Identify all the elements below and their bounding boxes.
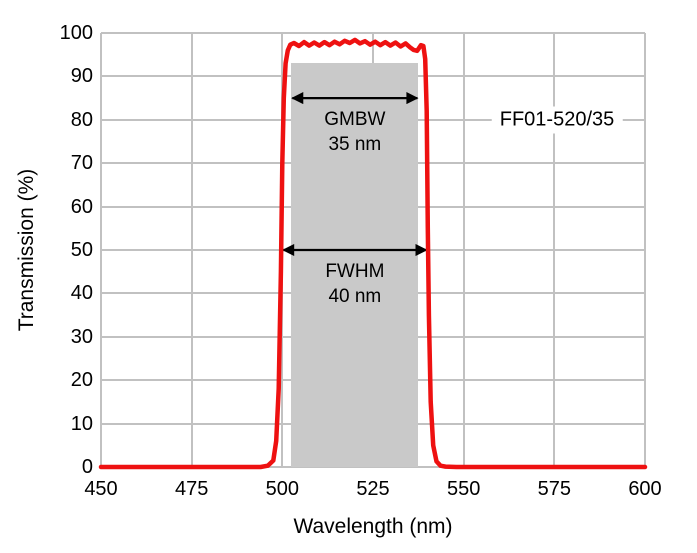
y-axis-tick-label: 100 — [59, 22, 93, 44]
y-axis-tick-label: 40 — [70, 282, 93, 305]
x-axis-tick-label: 550 — [446, 478, 481, 500]
fwhm-annotation: FWHM 40 nm — [325, 259, 384, 309]
x-axis-tick-label: 500 — [265, 478, 300, 500]
filter-model-label: FF01-520/35 — [491, 106, 623, 134]
y-axis-tick-label: 80 — [70, 108, 93, 131]
y-axis-tick-label: 20 — [70, 369, 93, 392]
y-axis-tick-label: 10 — [70, 412, 93, 435]
gridline-horizontal — [101, 32, 645, 34]
x-axis-tick-label: 600 — [628, 478, 662, 500]
gridline-vertical — [644, 33, 646, 467]
y-axis-tick-label: 30 — [70, 325, 93, 348]
x-axis-tick-label: 525 — [356, 478, 390, 500]
plot-area: GMBW 35 nm FWHM 40 nm FF01-520/35 450 475… — [60, 22, 662, 500]
y-axis-tick-label: 0 — [81, 456, 93, 478]
curve-layer — [98, 37, 648, 470]
y-axis-tick-label: 50 — [70, 239, 93, 261]
gridline-horizontal — [101, 466, 645, 468]
y-axis-title: Transmission (%) — [15, 168, 38, 332]
gmbw-annotation: GMBW 35 nm — [324, 107, 385, 157]
x-axis-tick-label: 575 — [537, 478, 572, 500]
x-axis-tick-label: 450 — [84, 478, 118, 500]
fwhm-label: FWHM — [325, 261, 385, 282]
fwhm-value: 40 nm — [328, 286, 382, 307]
x-axis-title: Wavelength (nm) — [293, 515, 453, 538]
gmbw-label: GMBW — [324, 109, 386, 131]
y-axis-tick-label: 70 — [70, 152, 93, 175]
gmbw-value: 35 nm — [328, 134, 382, 156]
x-axis-tick-label: 475 — [174, 478, 209, 500]
transmission-curve — [98, 37, 648, 470]
gmbw-band — [291, 63, 419, 467]
y-axis-tick-label: 60 — [70, 195, 93, 218]
y-axis-tick-label: 90 — [70, 65, 93, 88]
